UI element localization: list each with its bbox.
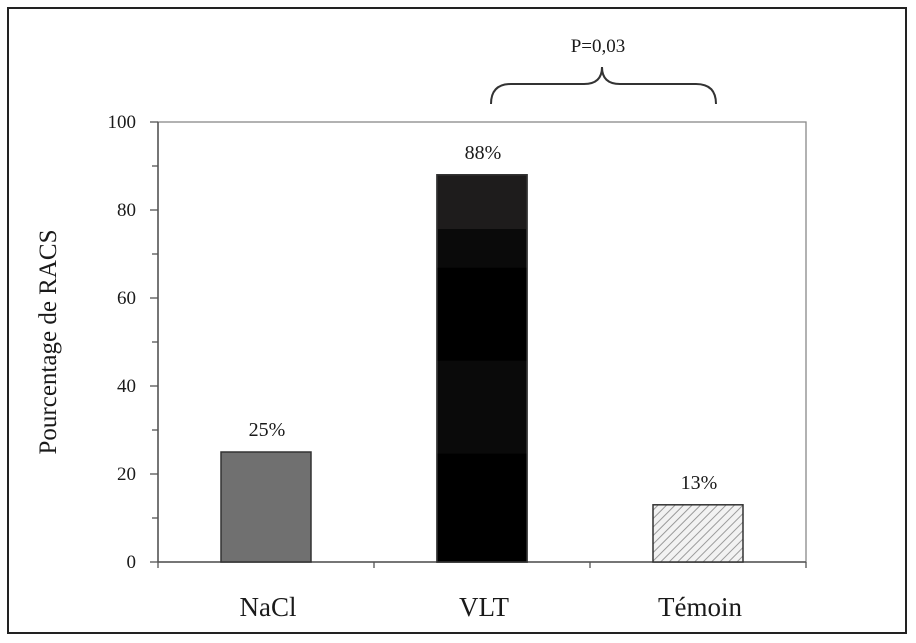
data-label: 13% bbox=[681, 472, 718, 494]
x-category-label: NaCl bbox=[240, 592, 297, 622]
figure-frame bbox=[7, 7, 907, 634]
y-tick-label: 40 bbox=[117, 376, 136, 397]
x-category-label: Témoin bbox=[658, 592, 742, 622]
x-category-label: VLT bbox=[459, 592, 510, 622]
y-tick-label: 20 bbox=[117, 464, 136, 485]
significance-brace bbox=[490, 66, 717, 105]
bar-nacl bbox=[220, 451, 312, 563]
bar-shade-band bbox=[437, 453, 527, 562]
data-label: 88% bbox=[465, 142, 502, 164]
y-tick-label: 100 bbox=[108, 112, 137, 133]
bar-outline bbox=[436, 174, 528, 563]
y-tick-label: 60 bbox=[117, 288, 136, 309]
bar-shade-band bbox=[437, 267, 527, 361]
data-label: 25% bbox=[249, 419, 286, 441]
bar-top-band bbox=[437, 174, 527, 230]
y-tick-label: 0 bbox=[127, 552, 137, 573]
significance-label: P=0,03 bbox=[571, 36, 626, 57]
y-axis-label: Pourcentage de RACS bbox=[35, 230, 62, 455]
bar-t-moin bbox=[652, 504, 744, 563]
y-tick-label: 80 bbox=[117, 200, 136, 221]
